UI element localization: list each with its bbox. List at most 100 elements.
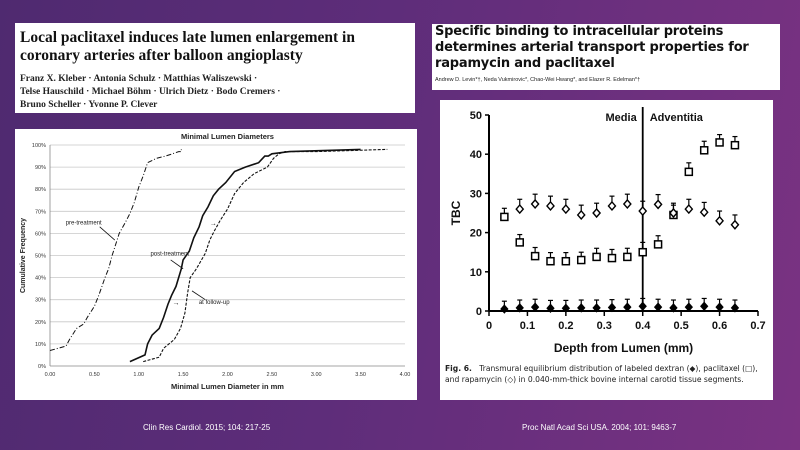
data-point-paclitaxel [515,238,524,247]
x-tick-label: 0.5 [673,320,688,332]
y-tick-label: 100% [32,143,46,149]
right-paper-authors: Andrew D. Levin*†, Neda Vukmirovic*, Cha… [435,77,641,83]
data-point-dextran [623,302,632,312]
x-tick-label: 0.4 [635,320,651,332]
data-point-rapamycin [653,199,663,210]
y-tick-label: 20% [35,320,46,326]
lumen-diameter-chart: Minimal Lumen Diameters 0% 10% 20% 30% 40% 50%… [20,132,411,391]
data-point-paclitaxel [561,256,571,266]
x-tick-label: 0.50 [89,372,100,378]
data-point-paclitaxel [623,252,632,262]
x-tick-label: 0.7 [750,320,765,332]
data-point-rapamycin [699,207,709,218]
data-point-dextran [546,303,555,314]
annotation-post-treatment: post-treatment [150,252,189,258]
annotation-leader [170,259,184,270]
data-point-paclitaxel [592,252,601,262]
x-tick-label: 2.50 [267,372,278,378]
y-tick-label: 40% [35,276,46,282]
data-point-dextran [684,302,693,312]
data-point-rapamycin [546,200,555,212]
y-axis-label: TBC [449,200,463,225]
y-tick-label: 90% [35,165,46,171]
y-tick-label: 50% [35,254,46,260]
left-paper-title: Local paclitaxel induces late lumen enla… [20,29,355,64]
region-label-adventitia: Adventitia [650,112,704,124]
region-label-media: Media [606,112,638,124]
annotation-pre-treatment: pre-treatment [66,221,102,227]
y-tick-label: 0% [38,364,46,370]
y-tick-label: 0 [476,306,482,318]
x-tick-label: 2.00 [222,372,233,378]
data-point-paclitaxel [730,140,740,150]
data-point-paclitaxel [576,255,586,265]
data-point-dextran [515,303,524,313]
right-paper-title: Specific binding to intracellular protei… [435,24,749,71]
y-tick-label: 10 [470,267,482,279]
x-tick-label: 1.00 [133,372,144,378]
data-point-rapamycin [607,200,617,212]
left-paper-authors: Franz X. Kleber · Antonia Schulz · Matth… [20,73,415,112]
data-point-paclitaxel [715,138,724,147]
left-paper-header: Local paclitaxel induces late lumen enla… [15,23,415,113]
series-line-pre-treatment [49,149,182,351]
x-tick-label: 0.00 [45,372,56,378]
x-tick-label: 3.00 [311,372,322,378]
x-axis-label: Minimal Lumen Diameter in mm [171,382,284,391]
data-point-dextran [530,302,540,312]
left-citation: Clin Res Cardiol. 2015; 104: 217-25 [143,423,271,432]
data-point-rapamycin [638,205,648,217]
data-point-paclitaxel [500,212,509,222]
caption-label: Fig. 6. [445,364,472,373]
y-tick-label: 80% [35,187,46,193]
x-tick-label: 0.6 [712,320,727,332]
data-point-paclitaxel [607,253,617,263]
data-point-dextran [730,303,740,313]
shift-arrow-icon: → [172,300,179,307]
data-point-paclitaxel [530,251,540,261]
data-point-dextran [715,302,724,312]
data-point-rapamycin [592,207,602,219]
y-tick-label: 70% [35,209,46,215]
authors-line: Franz X. Kleber · Antonia Schulz · Matth… [20,74,258,84]
data-point-rapamycin [715,215,725,226]
data-point-dextran [592,303,601,313]
data-point-dextran [700,301,709,312]
authors-line: Telse Hauschild · Michael Böhm · Ulrich … [20,87,281,97]
y-tick-label: 30% [35,298,46,304]
data-point-paclitaxel [546,256,555,266]
y-tick-label: 20 [470,228,482,240]
x-tick-label: 0.2 [558,320,573,332]
x-axis-label: Depth from Lumen (mm) [554,341,693,355]
y-tick-label: 10% [35,342,46,348]
data-point-dextran [669,303,678,313]
data-point-dextran [607,302,617,313]
data-point-rapamycin [530,198,540,210]
y-tick-label: 30 [470,188,482,200]
tbc-chart: 0 10 20 30 40 50 0 0.1 0.2 0.3 0.4 0.5 0.6 0.7 Depth f… [449,107,766,355]
caption-text: Transmural equilibrium distribution of l… [445,364,758,384]
x-tick-label: 0.3 [597,320,612,332]
data-point-dextran [577,303,586,313]
lumen-diameter-chart-panel: Minimal Lumen Diameters 0% 10% 20% 30% 40% 50%… [15,129,417,400]
right-citation: Proc Natl Acad Sci USA. 2004; 101: 9463-… [522,423,677,432]
x-tick-label: 4.00 [400,372,411,378]
data-point-dextran [638,301,647,312]
annotation-leader [99,226,116,241]
data-point-rapamycin [622,198,632,210]
right-paper-header: Specific binding to intracellular protei… [432,24,780,90]
data-point-paclitaxel [684,167,694,177]
authors-line: Bruno Scheller · Yvonne P. Clever [20,100,158,110]
data-point-paclitaxel [699,146,709,155]
data-point-dextran [500,304,509,314]
data-point-dextran [561,303,571,314]
figure-caption: Fig. 6. Transmural equilibrium distribut… [445,363,770,385]
annotation-at-follow-up: at follow-up [199,300,230,306]
data-point-rapamycin [576,209,586,221]
y-tick-label: 50 [470,110,482,122]
data-point-rapamycin [684,204,694,215]
shift-arrow-icon: → [210,221,217,228]
y-tick-label: 40 [470,149,482,161]
series-line-post-treatment [129,148,361,363]
y-tick-label: 60% [35,231,46,237]
